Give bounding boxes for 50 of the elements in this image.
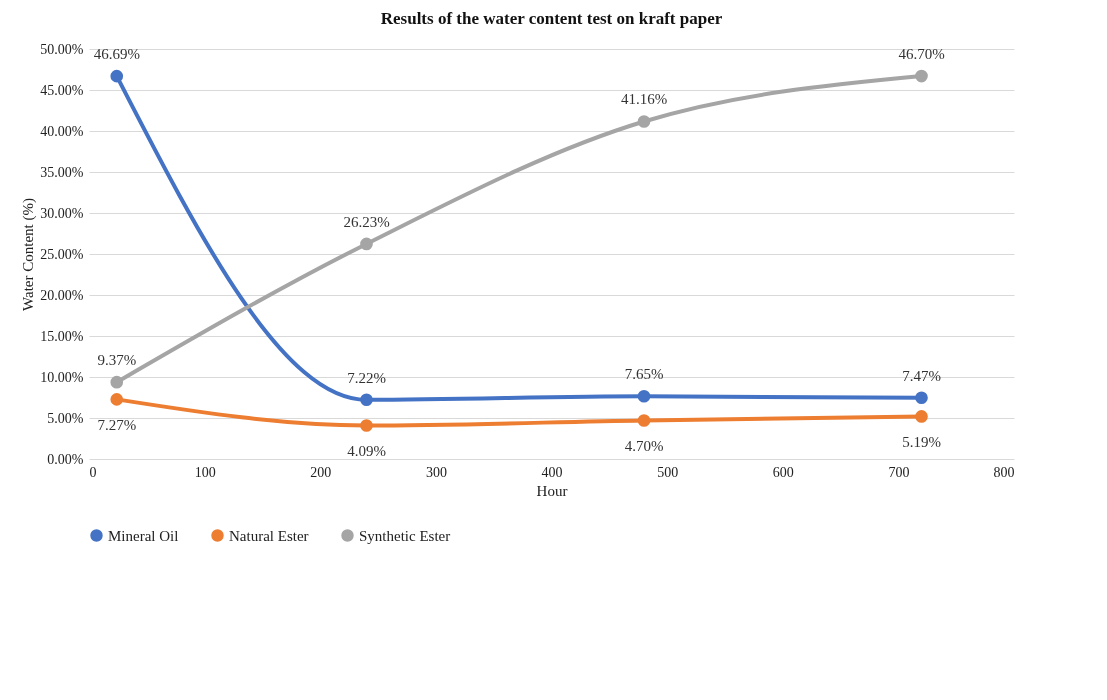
data-label: 7.65% — [624, 366, 664, 383]
data-label: 7.47% — [902, 367, 941, 384]
x-tick-label: 100 — [194, 464, 216, 480]
x-tick-label: 300 — [425, 464, 447, 480]
point — [110, 69, 124, 83]
y-tick-label: 10.00% — [40, 369, 84, 385]
legend-label: Synthetic Ester — [359, 527, 451, 544]
y-tick-label: 35.00% — [40, 164, 84, 180]
x-tick-label: 700 — [888, 464, 910, 480]
data-label: 41.16% — [620, 91, 668, 108]
x-tick-label: 0 — [89, 464, 97, 480]
point — [110, 393, 124, 406]
y-tick-label: 45.00% — [40, 82, 84, 98]
data-label: 9.37% — [97, 352, 137, 369]
point — [110, 375, 124, 389]
data-label: 46.70% — [898, 46, 945, 63]
data-label: 46.69% — [93, 46, 140, 63]
x-tick-label: 600 — [772, 464, 794, 480]
x-tick-label: 800 — [993, 464, 1015, 480]
data-label: 7.27% — [97, 417, 137, 434]
data-label: 26.23% — [343, 213, 390, 230]
y-tick-label: 40.00% — [40, 123, 84, 139]
y-tick-label: 50.00% — [40, 41, 84, 57]
y-tick-label: 5.00% — [47, 410, 84, 426]
x-tick-label: 200 — [310, 464, 332, 480]
data-label: 4.09% — [347, 443, 386, 460]
point — [637, 414, 651, 427]
chart-title: Results of the water content test on kraft paper — [380, 9, 723, 28]
y-tick-label: 15.00% — [40, 328, 84, 344]
legend-label: Natural Ester — [229, 527, 309, 544]
y-tick-label: 25.00% — [40, 246, 84, 262]
data-label: 4.70% — [624, 438, 664, 455]
point — [360, 419, 373, 432]
x-tick-label: 400 — [541, 464, 563, 480]
point — [360, 393, 373, 407]
point — [360, 237, 373, 251]
x-tick-label: 500 — [657, 464, 679, 480]
point — [915, 69, 928, 83]
data-label: 7.22% — [347, 369, 386, 386]
y-tick-label: 0.00% — [47, 451, 84, 467]
point — [915, 410, 928, 423]
point — [915, 391, 928, 405]
point — [637, 389, 651, 403]
y-tick-label: 20.00% — [40, 287, 84, 303]
y-axis-title: Water Content (%) — [20, 198, 38, 311]
point — [637, 115, 651, 128]
data-label: 5.19% — [902, 434, 941, 451]
x-axis-title: Hour — [536, 482, 568, 499]
y-tick-label: 30.00% — [40, 205, 84, 221]
legend-label: Mineral Oil — [108, 527, 179, 544]
